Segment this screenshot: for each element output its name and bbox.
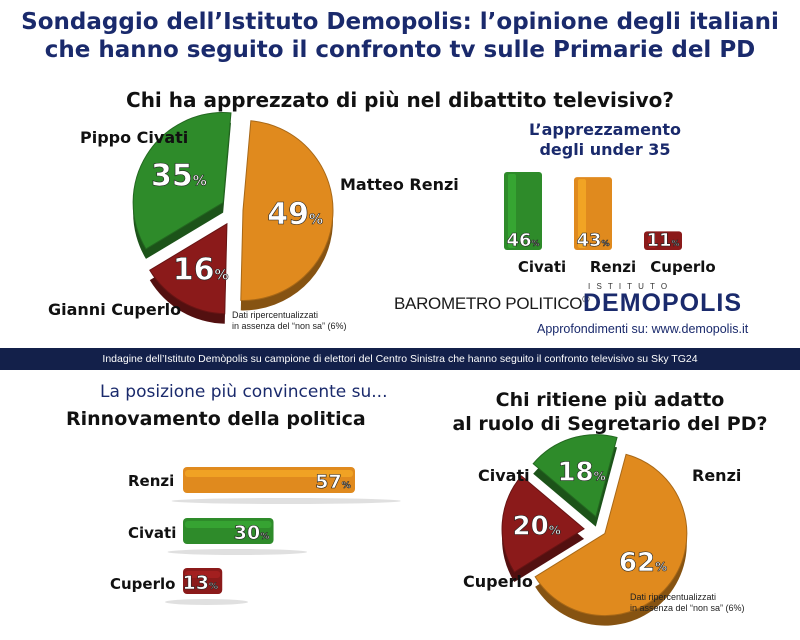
pie1-note-line2: in assenza del “non sa” (6%) [232,321,347,331]
pie1-label-cuperlo: Gianni Cuperlo [48,300,182,319]
registered-mark: ® [582,294,590,306]
hbar-highlight-1 [185,521,272,528]
barometro-text: BAROMETRO POLITICO [394,294,583,313]
under35-title: L’apprezzamento degli under 35 [520,120,690,160]
section3-title-line1: Chi ritiene più adatto [495,389,725,411]
hbar-label-cuperlo: Cuperlo [110,575,176,593]
pie2-label-civati: Civati [478,466,530,485]
pie1-value-0: 49% [267,197,323,232]
hbar-value-2: 13% [182,572,217,594]
pie2-note-line1: Dati ripercentualizzati [630,592,717,602]
pie2-label-cuperlo: Cuperlo [463,572,533,591]
under35-value-0: 46% [506,230,539,251]
hbar-value-0: 57% [315,471,350,493]
hbar-label-renzi: Renzi [128,472,175,490]
section3-title: Chi ritiene più adatto al ruolo di Segre… [430,388,790,436]
hbar-highlight-2 [185,571,221,578]
approfondimenti-link[interactable]: Approfondimenti su: www.demopolis.it [537,322,749,336]
under35-title-line2: degli under 35 [539,140,671,159]
hbar-shadow-0 [171,498,401,504]
barometro-label: BAROMETRO POLITICO® [394,294,590,314]
under35-value-1: 43% [576,230,609,251]
under35-label-renzi: Renzi [589,258,637,276]
pie1-label-civati: Pippo Civati [80,128,189,147]
section2-title: Rinnovamento della politica [66,408,366,430]
demopolis-logo: DEMOPOLIS [583,289,743,317]
pie1-note: Dati ripercentualizzati in assenza del “… [232,310,347,332]
page-title-line1: Sondaggio dell’Istituto Demopolis: l’opi… [21,9,779,35]
section1-question: Chi ha apprezzato di più nel dibattito t… [126,88,674,112]
pie2-slice-0 [534,453,688,617]
pie2-note-line2: in assenza del “non sa” (6%) [630,603,745,613]
pie2-slice-1 [501,475,585,573]
hbar-highlight-0 [185,470,353,477]
pie1-value-1: 16% [173,252,229,287]
pie2-label-renzi: Renzi [692,466,742,485]
survey-info-band: Indagine dell’Istituto Demòpolis su camp… [0,348,800,370]
hbar-value-1: 30% [234,522,269,544]
under35-title-line1: L’apprezzamento [528,120,681,139]
under35-label-civati: Civati [517,258,567,276]
under35-bar-highlight-2 [648,233,656,248]
pie1-note-line1: Dati ripercentualizzati [232,310,319,320]
pie1-value-2: 35% [151,158,207,193]
istituto-label: I S T I T U T O [588,282,670,291]
pie2-note: Dati ripercentualizzati in assenza del “… [630,592,745,614]
pie2-value-0: 62% [619,548,667,578]
hbar-shadow-2 [164,599,249,605]
pie1-slice-0 [240,120,334,301]
under35-bar-highlight-0 [508,174,516,248]
page-title-line2: che hanno seguito il confronto tv sulle … [44,37,756,63]
pie2-value-2: 18% [557,457,605,487]
hbar-label-civati: Civati [128,524,177,542]
under35-value-2: 11% [646,230,679,251]
hbar-shadow-1 [167,549,308,555]
pie1-slice-1 [149,222,228,315]
pie2-value-1: 20% [513,511,561,541]
under35-label-cuperlo: Cuperlo [650,258,716,276]
pie1-label-renzi: Matteo Renzi [340,175,459,194]
pie2-slice-2 [532,434,618,518]
section3-title-line2: al ruolo di Segretario del PD? [452,413,768,435]
section2-kicker: La posizione più convincente su... [100,382,388,402]
under35-bar-highlight-1 [578,179,586,248]
pie1-slice-2 [132,112,232,250]
